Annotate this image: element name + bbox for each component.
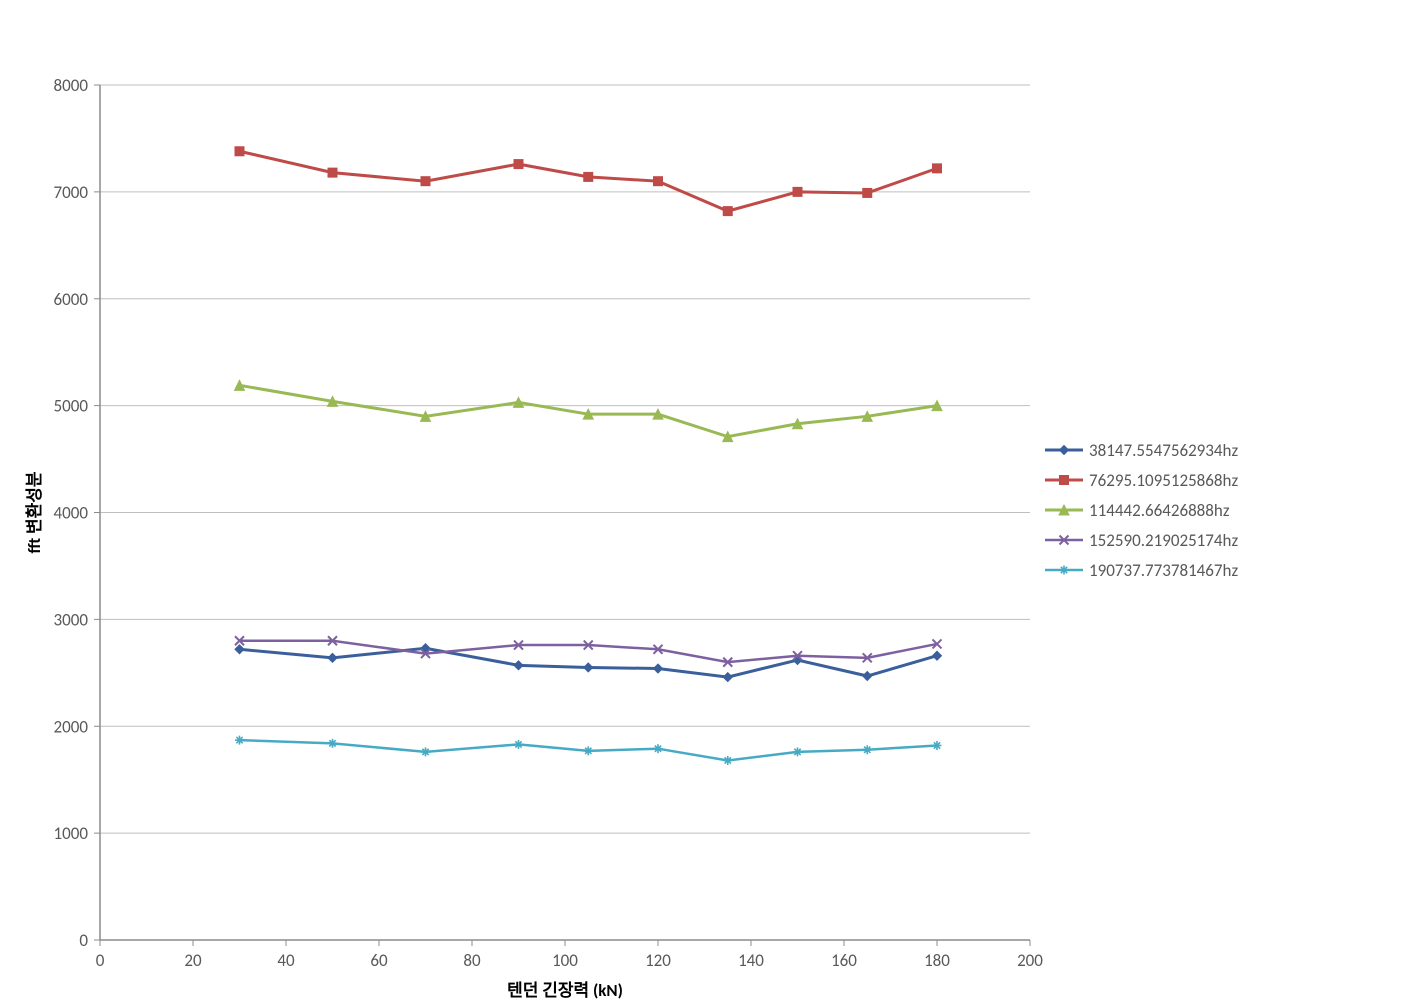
x-tick-label: 80 (463, 950, 481, 971)
x-axis-title: 텐던 긴장력 (kN) (507, 980, 623, 1001)
x-tick-label: 180 (924, 950, 950, 971)
y-tick-label: 3000 (54, 609, 89, 630)
y-tick-label: 5000 (54, 396, 89, 417)
chart-container: 0204060801001201401601802000100020003000… (0, 0, 1422, 1006)
y-tick-label: 0 (79, 930, 88, 951)
legend-label: 76295.1095125868hz (1089, 470, 1238, 491)
y-tick-label: 8000 (54, 75, 89, 96)
data-point (654, 177, 663, 186)
data-point (793, 187, 802, 196)
x-tick-label: 100 (552, 950, 578, 971)
data-point (723, 207, 732, 216)
y-axis-title: fft 변환성분 (24, 471, 45, 553)
data-point (933, 164, 942, 173)
y-tick-label: 2000 (54, 716, 89, 737)
data-point (328, 168, 337, 177)
y-tick-label: 7000 (54, 182, 89, 203)
data-point (514, 160, 523, 169)
x-tick-label: 140 (738, 950, 764, 971)
legend-label: 114442.66426888hz (1089, 500, 1230, 521)
data-point (235, 147, 244, 156)
data-point (584, 172, 593, 181)
x-tick-label: 20 (184, 950, 202, 971)
line-chart: 0204060801001201401601802000100020003000… (0, 0, 1422, 1006)
x-tick-label: 0 (96, 950, 105, 971)
x-tick-label: 40 (277, 950, 295, 971)
x-tick-label: 160 (831, 950, 857, 971)
data-point (863, 188, 872, 197)
x-tick-label: 60 (370, 950, 388, 971)
legend-label: 152590.219025174hz (1089, 530, 1238, 551)
x-tick-label: 120 (645, 950, 671, 971)
legend-label: 38147.5547562934hz (1089, 440, 1238, 461)
x-tick-label: 200 (1017, 950, 1043, 971)
legend-marker (1060, 476, 1069, 485)
y-tick-label: 4000 (54, 503, 89, 524)
y-tick-label: 1000 (54, 823, 89, 844)
data-point (421, 177, 430, 186)
y-tick-label: 6000 (54, 289, 89, 310)
legend-marker (1060, 566, 1069, 575)
legend-label: 190737.773781467hz (1089, 560, 1238, 581)
